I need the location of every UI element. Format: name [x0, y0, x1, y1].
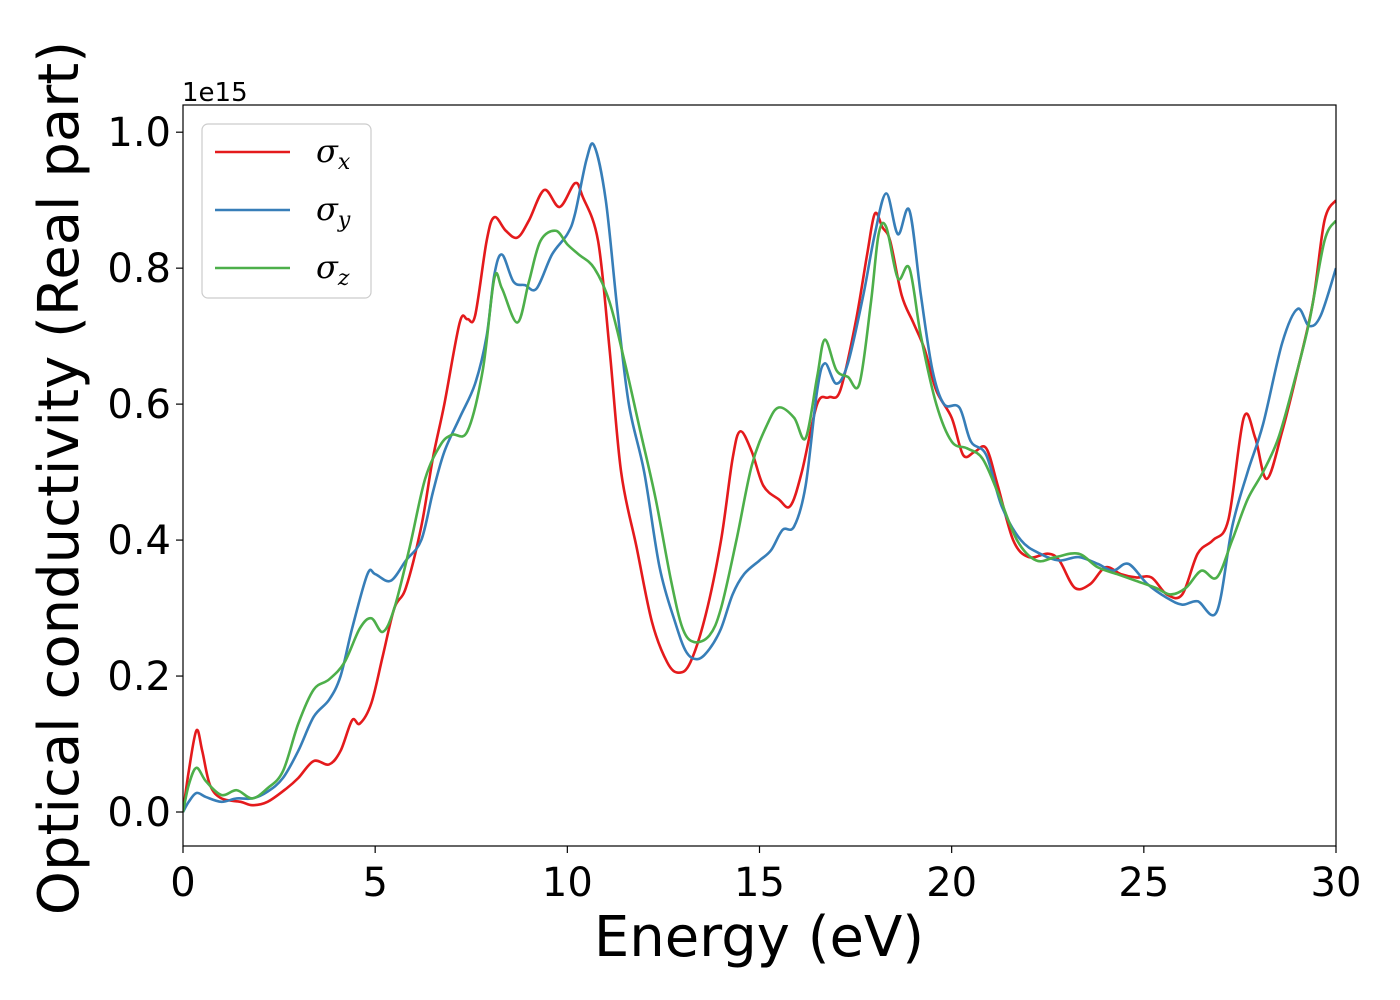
series-line-z: [183, 219, 1336, 813]
x-tick-label: 5: [362, 860, 387, 906]
x-tick-label: 30: [1311, 860, 1362, 906]
x-axis-label: Energy (eV): [594, 905, 924, 970]
y-tick-label: 0.6: [107, 382, 171, 428]
y-tick-label: 0.4: [107, 518, 171, 564]
x-tick-label: 10: [542, 860, 593, 906]
y-offset-label: 1e15: [182, 78, 248, 108]
y-axis-label: Optical conductivity (Real part): [27, 41, 92, 915]
y-tick-label: 0.2: [107, 654, 171, 700]
x-tick-label: 15: [734, 860, 785, 906]
y-axis: 0.0 0.2 0.4 0.6 0.8 1.0: [107, 110, 183, 836]
y-tick-label: 0.0: [107, 790, 171, 836]
x-tick-label: 25: [1118, 860, 1169, 906]
y-tick-label: 0.8: [107, 246, 171, 292]
y-tick-label: 1.0: [107, 110, 171, 156]
series-line-y: [183, 142, 1336, 813]
x-axis: 0 5 10 15 20 25 30: [170, 846, 1361, 906]
x-tick-label: 20: [926, 860, 977, 906]
x-tick-label: 0: [170, 860, 195, 906]
plot-area: [183, 142, 1336, 813]
